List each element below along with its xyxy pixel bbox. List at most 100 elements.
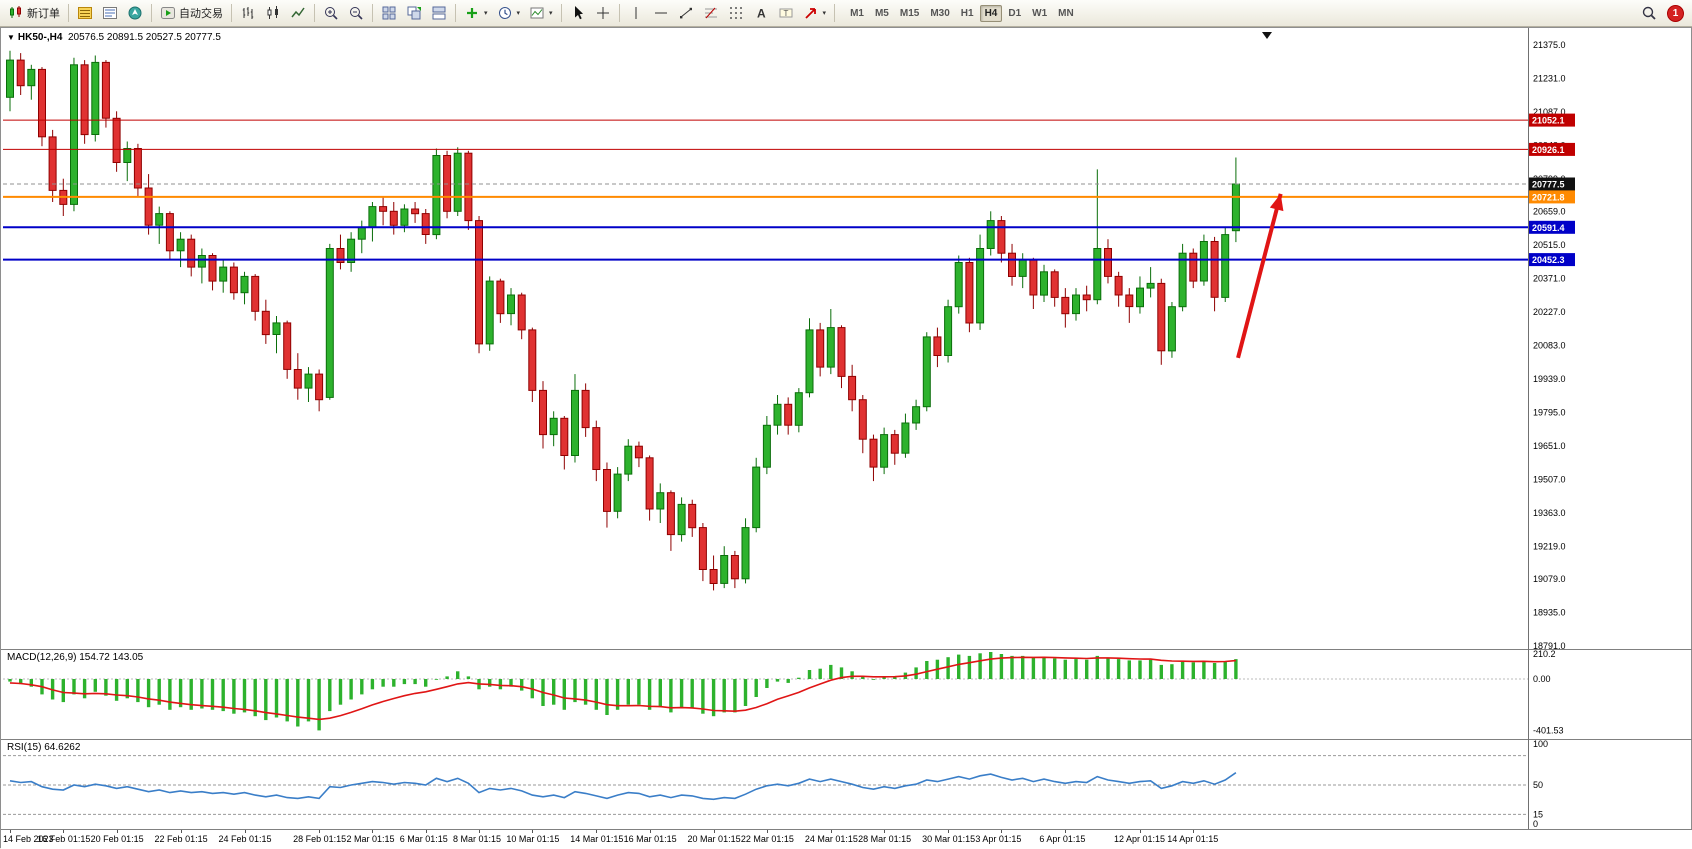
tile-windows-button[interactable] [377, 2, 401, 24]
candles-layer [6, 50, 1240, 591]
navigator-button[interactable] [123, 2, 147, 24]
svg-text:19219.0: 19219.0 [1533, 542, 1566, 552]
market-watch-icon [78, 7, 92, 19]
line-chart-button[interactable] [286, 2, 310, 24]
auto-trading-button[interactable]: 自动交易 [156, 2, 227, 24]
svg-text:21375.0: 21375.0 [1533, 40, 1566, 50]
timeframe-m30[interactable]: M30 [930, 7, 950, 19]
macd-label: MACD(12,26,9) 154.72 143.05 [7, 652, 143, 663]
main-chart[interactable]: 21375.021231.021087.020943.020799.020659… [1, 28, 1692, 649]
toolbar-separator [560, 4, 562, 22]
cascade-windows-button[interactable] [402, 2, 426, 24]
timeframe-h4[interactable]: H4 [979, 4, 1003, 22]
time-tick [596, 830, 598, 833]
candlestick-chart-icon [267, 6, 278, 19]
search-button[interactable] [1637, 2, 1661, 24]
svg-text:19507.0: 19507.0 [1533, 475, 1566, 485]
toolbar-separator [68, 4, 69, 22]
macd-panel[interactable]: 210.2 0.00 -401.53 [1, 649, 1692, 739]
timeframe-h1[interactable]: H1 [960, 7, 974, 19]
zoom-in-icon [325, 7, 338, 20]
chart-symbol-period: HK50-,H4 [17, 32, 63, 43]
timeframe-m15[interactable]: M15 [899, 7, 920, 19]
time-axis[interactable]: 14 Feb 2023 16 Feb 01:15 20 Feb 01:15 22 Fe… [1, 829, 1692, 849]
time-label: 16 Feb 01:15 [37, 834, 91, 844]
svg-text:50: 50 [1533, 780, 1543, 790]
time-label: 20 Mar 01:15 [687, 834, 741, 844]
timeframe-w1[interactable]: W1 [1032, 7, 1048, 19]
time-tick [884, 830, 886, 833]
svg-text:20591.4: 20591.4 [1532, 223, 1565, 233]
level-lines-layer[interactable] [3, 119, 1528, 261]
tile-windows-icon [382, 6, 396, 20]
rsi-label: RSI(15) 64.6262 [7, 742, 80, 753]
timeframe-mn[interactable]: MN [1058, 7, 1074, 19]
clock-icon [498, 7, 511, 19]
trend-arrow[interactable] [1236, 193, 1284, 359]
time-label: 6 Mar 01:15 [399, 834, 448, 844]
time-tick [1065, 830, 1067, 833]
grid-button[interactable] [724, 2, 748, 24]
chart-ohlc-values: 20576.5 20891.5 20527.5 20777.5 [67, 32, 221, 43]
time-tick [10, 830, 11, 833]
svg-text:0.00: 0.00 [1533, 674, 1551, 684]
new-order-button[interactable]: 新订单 [4, 2, 64, 24]
svg-text:A: A [757, 7, 766, 21]
chart-dropdown-icon[interactable]: ▼ [7, 33, 15, 42]
candlestick-chart-button[interactable] [261, 2, 285, 24]
time-tick [766, 830, 768, 833]
chevron-down-icon: ▾ [549, 10, 553, 17]
vertical-line-icon [635, 7, 637, 19]
zoom-out-button[interactable] [344, 2, 368, 24]
timeframe-d1[interactable]: D1 [1008, 7, 1022, 19]
svg-text:20371.0: 20371.0 [1533, 274, 1566, 284]
time-label: 16 Mar 01:15 [623, 834, 677, 844]
market-watch-button[interactable] [73, 2, 97, 24]
svg-text:-401.53: -401.53 [1533, 726, 1564, 736]
auto-trading-icon [161, 7, 175, 19]
horizontal-line-button[interactable] [649, 2, 673, 24]
time-label: 3 Apr 01:15 [975, 834, 1022, 844]
text-button[interactable]: A [749, 2, 773, 24]
rsi-name: RSI(15) [7, 742, 42, 753]
rsi-axis[interactable]: 100 50 150 [1528, 739, 1549, 829]
text-icon: A [757, 7, 766, 21]
cursor-button[interactable] [566, 2, 590, 24]
vertical-line-button[interactable] [624, 2, 648, 24]
add-indicator-button[interactable]: ▾ [460, 2, 492, 24]
crosshair-icon [596, 7, 609, 19]
price-axis[interactable]: 21375.021231.021087.020943.020799.020659… [1528, 28, 1576, 649]
time-tick [116, 830, 118, 833]
time-tick [948, 830, 950, 833]
crosshair-button[interactable] [591, 2, 615, 24]
timeframe-m5[interactable]: M5 [874, 7, 889, 19]
fibonacci-button[interactable] [699, 2, 723, 24]
rsi-line [9, 772, 1237, 801]
notification-badge[interactable]: 1 [1667, 4, 1684, 22]
chevron-down-icon: ▾ [516, 10, 521, 17]
text-label-button[interactable]: T [774, 2, 798, 24]
time-tick [713, 830, 715, 833]
macd-axis[interactable]: 210.2 0.00 -401.53 [1528, 649, 1564, 739]
toolbar: 新订单 自动交易 ▾ ▾ ▾ A T ▾ M1 M5 M15 M30 H1 H4 D1 W1 M… [0, 0, 1692, 27]
svg-text:21052.1: 21052.1 [1532, 116, 1565, 126]
zoom-in-button[interactable] [319, 2, 343, 24]
time-label: 22 Feb 01:15 [154, 834, 208, 844]
rsi-panel[interactable]: 100 50 150 [1, 739, 1692, 829]
toolbar-separator [372, 4, 373, 22]
trendline-button[interactable] [674, 2, 698, 24]
timeframe-m1[interactable]: M1 [850, 7, 864, 19]
period-button[interactable]: ▾ [493, 2, 525, 24]
template-button[interactable]: ▾ [525, 2, 557, 24]
arrange-windows-button[interactable] [427, 2, 451, 24]
data-window-button[interactable] [98, 2, 122, 24]
chevron-down-icon: ▾ [822, 10, 827, 17]
search-icon [1642, 6, 1656, 20]
toolbar-separator [834, 4, 836, 22]
grid-dots-icon [729, 7, 742, 19]
bar-chart-icon [242, 7, 254, 19]
arrows-tool-button[interactable]: ▾ [799, 2, 831, 24]
bar-chart-button[interactable] [236, 2, 260, 24]
svg-text:20659.0: 20659.0 [1533, 207, 1566, 217]
svg-text:20721.8: 20721.8 [1532, 192, 1565, 202]
